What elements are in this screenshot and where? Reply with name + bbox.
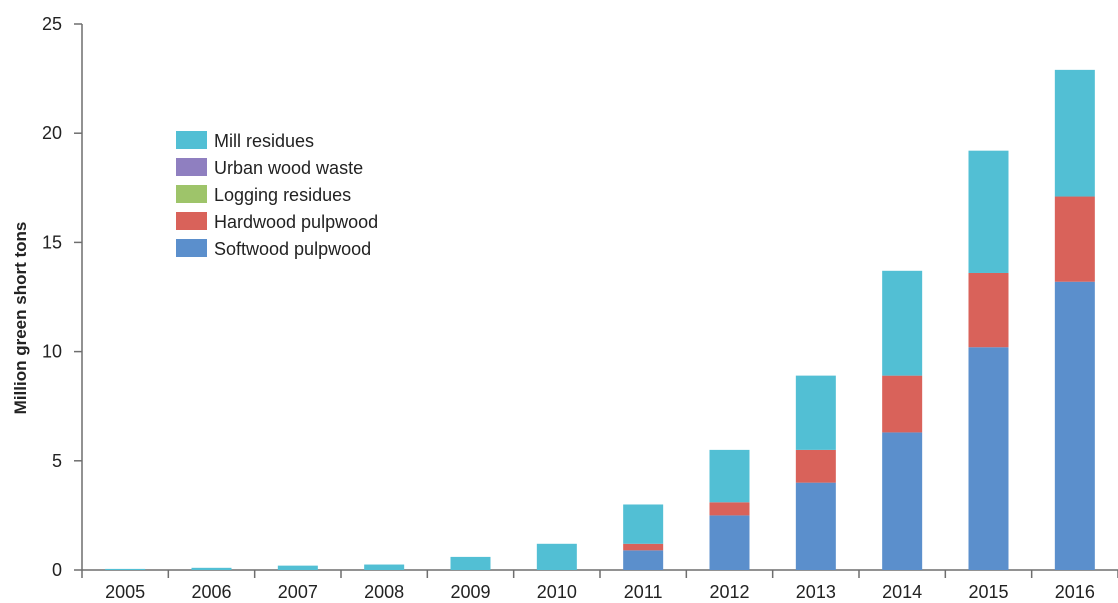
- bar-stack-2014: [882, 270, 923, 570]
- x-tick-label: 2016: [1055, 582, 1095, 602]
- x-tick-label: 2006: [191, 582, 231, 602]
- bar-segment-softwood-pulpwood: [623, 550, 664, 570]
- legend-item-logging-residues: Logging residues: [176, 185, 351, 205]
- bar-stack-2006: [191, 567, 232, 570]
- y-tick-label: 0: [52, 560, 62, 580]
- legend-label: Hardwood pulpwood: [214, 212, 378, 232]
- bar-segment-mill-residues: [709, 449, 750, 503]
- bar-stack-2012: [709, 449, 750, 570]
- bar-segment-hardwood-pulpwood: [623, 543, 664, 551]
- bar-stack-2013: [795, 375, 836, 570]
- bar-segment-mill-residues: [882, 270, 923, 376]
- x-tick-label: 2013: [796, 582, 836, 602]
- bar-segment-mill-residues: [623, 504, 664, 544]
- x-tick-label: 2009: [450, 582, 490, 602]
- bar-segment-softwood-pulpwood: [968, 347, 1009, 570]
- legend-swatch: [176, 239, 207, 257]
- bar-segment-hardwood-pulpwood: [968, 272, 1009, 348]
- bar-stack-2008: [364, 564, 405, 570]
- legend-swatch: [176, 131, 207, 149]
- bar-segment-mill-residues: [450, 556, 491, 570]
- x-tick-label: 2008: [364, 582, 404, 602]
- bar-stacks: [105, 69, 1095, 570]
- bar-segment-softwood-pulpwood: [795, 482, 836, 570]
- bar-segment-mill-residues: [1054, 69, 1095, 197]
- legend-item-hardwood-pulpwood: Hardwood pulpwood: [176, 212, 378, 232]
- y-tick-label: 5: [52, 451, 62, 471]
- y-tick-label: 10: [42, 342, 62, 362]
- bar-segment-softwood-pulpwood: [882, 432, 923, 570]
- y-tick-label: 20: [42, 123, 62, 143]
- legend-swatch: [176, 185, 207, 203]
- bar-segment-mill-residues: [277, 565, 318, 570]
- y-axis-ticks: 0 5 10 15 20 25: [42, 14, 82, 580]
- legend-label: Urban wood waste: [214, 158, 363, 178]
- bar-segment-mill-residues: [364, 564, 405, 570]
- legend-item-urban-wood-waste: Urban wood waste: [176, 158, 363, 178]
- legend-label: Mill residues: [214, 131, 314, 151]
- bar-segment-softwood-pulpwood: [1054, 281, 1095, 570]
- bar-segment-mill-residues: [191, 567, 232, 570]
- bar-segment-mill-residues: [536, 543, 577, 570]
- x-tick-label: 2015: [968, 582, 1008, 602]
- bar-stack-2007: [277, 565, 318, 570]
- bar-stack-2011: [623, 504, 664, 570]
- bar-segment-hardwood-pulpwood: [795, 449, 836, 483]
- legend-label: Logging residues: [214, 185, 351, 205]
- x-tick-label: 2010: [537, 582, 577, 602]
- bar-stack-2005: [105, 568, 146, 570]
- x-tick-label: 2005: [105, 582, 145, 602]
- bar-stack-2009: [450, 556, 491, 570]
- y-tick-label: 15: [42, 232, 62, 252]
- legend-swatch: [176, 158, 207, 176]
- bar-stack-2015: [968, 150, 1009, 570]
- legend-item-mill-residues: Mill residues: [176, 131, 314, 151]
- bar-segment-hardwood-pulpwood: [882, 375, 923, 433]
- x-axis-ticks: 2005 2006 2007 2008 2009 2010 2011 2012 2013 2014…: [81, 570, 1118, 602]
- x-tick-label: 2012: [709, 582, 749, 602]
- legend-swatch: [176, 212, 207, 230]
- bar-segment-mill-residues: [968, 150, 1009, 273]
- bar-segment-hardwood-pulpwood: [1054, 196, 1095, 282]
- legend-item-softwood-pulpwood: Softwood pulpwood: [176, 239, 371, 259]
- x-tick-label: 2011: [624, 582, 663, 602]
- x-tick-label: 2007: [278, 582, 318, 602]
- y-axis-title: Million green short tons: [11, 222, 30, 415]
- x-tick-label: 2014: [882, 582, 922, 602]
- bar-stack-2016: [1054, 69, 1095, 570]
- bar-segment-hardwood-pulpwood: [709, 502, 750, 516]
- bar-segment-softwood-pulpwood: [709, 515, 750, 570]
- bar-stack-2010: [536, 543, 577, 570]
- bar-segment-mill-residues: [105, 568, 146, 570]
- legend-label: Softwood pulpwood: [214, 239, 371, 259]
- legend: Mill residues Urban wood waste Logging res…: [176, 131, 378, 259]
- y-tick-label: 25: [42, 14, 62, 34]
- bar-segment-mill-residues: [795, 375, 836, 450]
